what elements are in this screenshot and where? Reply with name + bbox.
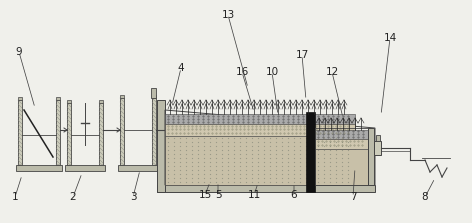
Bar (18, 97, 22, 100)
Bar (165, 136, 355, 185)
Bar (56, 100, 60, 165)
Bar (152, 98, 156, 165)
Text: 6: 6 (291, 190, 297, 200)
Text: 4: 4 (177, 63, 184, 73)
Bar (56, 97, 60, 100)
Text: 7: 7 (350, 192, 356, 202)
Bar (99, 103, 103, 165)
Bar (120, 98, 124, 165)
Bar (67, 103, 71, 165)
Bar (315, 149, 368, 185)
Bar (315, 130, 368, 139)
Bar (67, 100, 71, 103)
Text: 11: 11 (247, 190, 261, 200)
Bar (18, 100, 22, 165)
Bar (165, 124, 355, 136)
Text: 1: 1 (12, 192, 18, 202)
Text: 14: 14 (383, 33, 396, 43)
Bar (157, 100, 165, 192)
Bar (152, 98, 156, 165)
Text: 2: 2 (70, 192, 76, 202)
Text: 5: 5 (215, 190, 221, 200)
Bar (376, 135, 380, 141)
Bar (374, 141, 381, 155)
Text: 8: 8 (421, 192, 428, 202)
Bar (56, 100, 60, 165)
Bar (16, 165, 62, 171)
Bar (18, 100, 22, 165)
Bar (315, 128, 368, 185)
Bar (67, 103, 71, 165)
Text: 12: 12 (325, 67, 338, 77)
Bar (120, 98, 124, 165)
Bar (99, 103, 103, 165)
Bar (65, 165, 105, 171)
Bar (165, 114, 355, 124)
Bar (120, 95, 124, 98)
Text: 17: 17 (295, 50, 309, 60)
Text: 9: 9 (16, 47, 22, 57)
Bar (368, 128, 374, 185)
Bar (99, 100, 103, 103)
Bar (151, 88, 156, 98)
Text: 15: 15 (198, 190, 211, 200)
Bar (157, 185, 375, 192)
Text: 10: 10 (265, 67, 278, 77)
Text: 3: 3 (130, 192, 136, 202)
Bar (152, 95, 156, 98)
Bar (315, 139, 368, 149)
Bar (306, 112, 315, 192)
Text: 16: 16 (236, 67, 249, 77)
Text: 13: 13 (221, 10, 235, 20)
Bar (118, 165, 158, 171)
